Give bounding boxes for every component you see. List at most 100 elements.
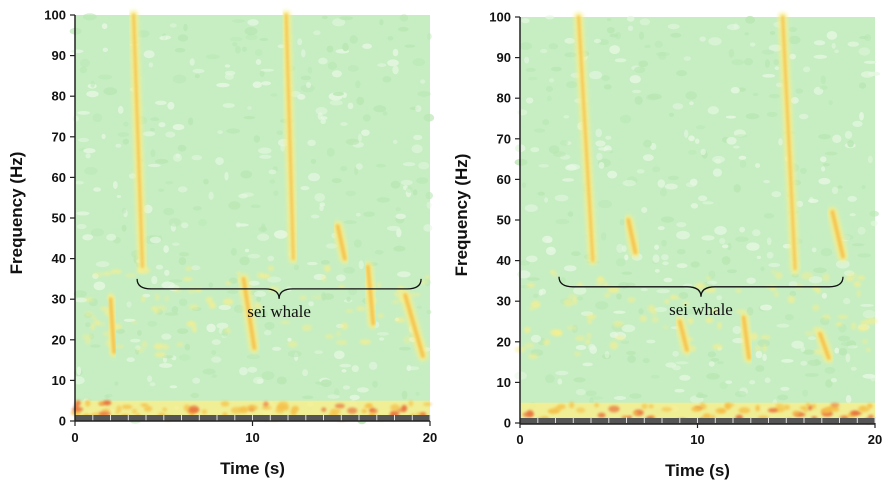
noise-speck [717, 361, 724, 365]
noise-speck [840, 342, 854, 346]
noise-speck [412, 58, 425, 67]
noise-speck [712, 344, 723, 350]
noise-speck [321, 293, 334, 300]
y-tick-label: 20 [497, 334, 511, 349]
noise-speck [727, 269, 737, 274]
noise-speck [675, 361, 689, 365]
noise-speck [851, 322, 856, 331]
noise-speck [261, 81, 272, 86]
noise-speck [92, 272, 104, 278]
noise-speck [821, 166, 826, 172]
noise-speck [181, 222, 189, 229]
noise-speck [243, 116, 256, 120]
spectrogram-right: 0 10 20 30 40 50 60 70 80 90 100 0 10 20 sei whale T… [452, 10, 882, 481]
noise-speck [695, 125, 706, 130]
noise-speck [128, 173, 137, 179]
noise-speck [93, 187, 101, 192]
noise-speck [845, 353, 851, 363]
noise-speck [812, 304, 820, 312]
noise-speck [846, 272, 857, 279]
noise-speck [663, 277, 673, 283]
noise-speck [149, 127, 155, 132]
noise-speck [392, 299, 399, 305]
noise-speck [331, 70, 342, 78]
noise-speck [73, 290, 87, 298]
sei-whale-label: sei whale [669, 300, 733, 319]
noise-speck [687, 317, 694, 324]
noise-speck [155, 100, 167, 106]
noise-speck [158, 122, 166, 128]
noise-speck [735, 288, 742, 294]
noise-speck [392, 48, 399, 57]
noise-speck [178, 298, 188, 307]
noise-speck [176, 342, 184, 347]
noise-speck [272, 346, 282, 351]
noise-speck [224, 327, 231, 331]
noise-speck [306, 261, 318, 266]
noise-speck [830, 378, 838, 383]
noise-speck [862, 338, 868, 345]
noise-speck [642, 154, 654, 162]
noise-speck [573, 286, 587, 295]
noise-speck [638, 60, 649, 68]
band-blob [85, 399, 91, 407]
noise-speck [150, 117, 160, 122]
noise-speck [255, 59, 262, 65]
noise-speck [161, 281, 175, 289]
noise-speck [776, 323, 790, 328]
noise-speck [426, 201, 432, 209]
noise-speck [377, 313, 384, 319]
noise-speck [800, 167, 807, 174]
band-blob [121, 404, 133, 410]
band-blob [230, 406, 243, 414]
noise-speck [153, 343, 165, 350]
noise-speck [849, 213, 856, 217]
noise-speck [361, 129, 370, 136]
noise-speck [774, 271, 783, 280]
noise-speck [560, 139, 569, 146]
noise-speck [616, 258, 626, 267]
noise-speck [259, 273, 271, 279]
noise-speck [585, 339, 591, 345]
noise-speck [223, 298, 234, 306]
noise-speck [804, 331, 815, 336]
noise-speck [589, 396, 604, 400]
noise-speck [858, 47, 871, 56]
noise-speck [117, 132, 129, 137]
noise-speck [595, 128, 602, 138]
noise-speck [698, 195, 708, 202]
noise-speck [260, 68, 275, 72]
noise-speck [684, 129, 689, 138]
noise-speck [274, 230, 288, 239]
noise-speck [403, 185, 408, 191]
noise-speck [567, 211, 574, 217]
noise-speck [305, 82, 312, 88]
noise-speck [642, 358, 650, 364]
noise-speck [311, 295, 323, 300]
noise-speck [834, 49, 839, 54]
noise-speck [870, 375, 876, 382]
noise-speck [760, 335, 771, 340]
noise-speck [746, 242, 760, 251]
band-blob [799, 406, 808, 410]
x-tick-label: 10 [245, 430, 259, 445]
noise-speck [161, 35, 172, 40]
noise-speck [774, 291, 779, 297]
noise-speck [705, 276, 712, 280]
noise-speck [667, 175, 680, 181]
noise-speck [183, 23, 188, 32]
band-blob [738, 407, 751, 414]
noise-speck [542, 339, 548, 346]
noise-speck [766, 251, 774, 259]
noise-speck [733, 184, 741, 193]
noise-speck [232, 19, 245, 23]
noise-speck [678, 292, 689, 299]
noise-speck [163, 245, 169, 253]
noise-speck [75, 180, 84, 185]
noise-speck [706, 373, 720, 380]
noise-speck [756, 255, 762, 260]
noise-speck [627, 296, 636, 303]
noise-speck [655, 52, 670, 57]
noise-speck [542, 119, 550, 126]
